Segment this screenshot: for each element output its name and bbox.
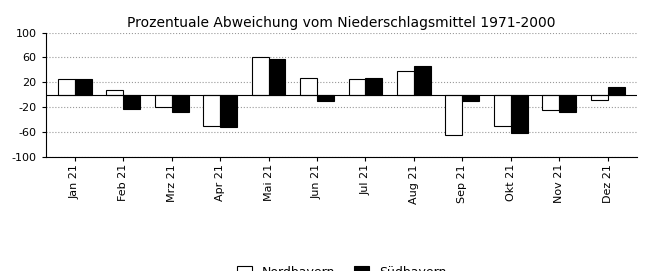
Bar — [123, 95, 140, 109]
Bar — [220, 95, 237, 127]
Bar — [494, 95, 511, 126]
Bar — [300, 78, 317, 95]
Bar — [511, 95, 528, 134]
Bar — [365, 78, 382, 95]
Bar — [397, 71, 414, 95]
Bar — [75, 79, 92, 95]
Legend: Nordbayern, Südbayern: Nordbayern, Südbayern — [237, 266, 446, 271]
Bar — [252, 57, 268, 95]
Bar — [560, 95, 577, 112]
Bar — [106, 91, 123, 95]
Bar — [203, 95, 220, 126]
Bar — [155, 95, 172, 107]
Bar — [317, 95, 334, 101]
Bar — [608, 87, 625, 95]
Bar — [591, 95, 608, 100]
Bar — [58, 79, 75, 95]
Bar — [172, 95, 188, 112]
Bar — [348, 79, 365, 95]
Bar — [543, 95, 560, 111]
Title: Prozentuale Abweichung vom Niederschlagsmittel 1971-2000: Prozentuale Abweichung vom Niederschlags… — [127, 16, 556, 30]
Bar — [462, 95, 480, 101]
Bar — [445, 95, 462, 136]
Bar — [414, 66, 431, 95]
Bar — [268, 59, 285, 95]
